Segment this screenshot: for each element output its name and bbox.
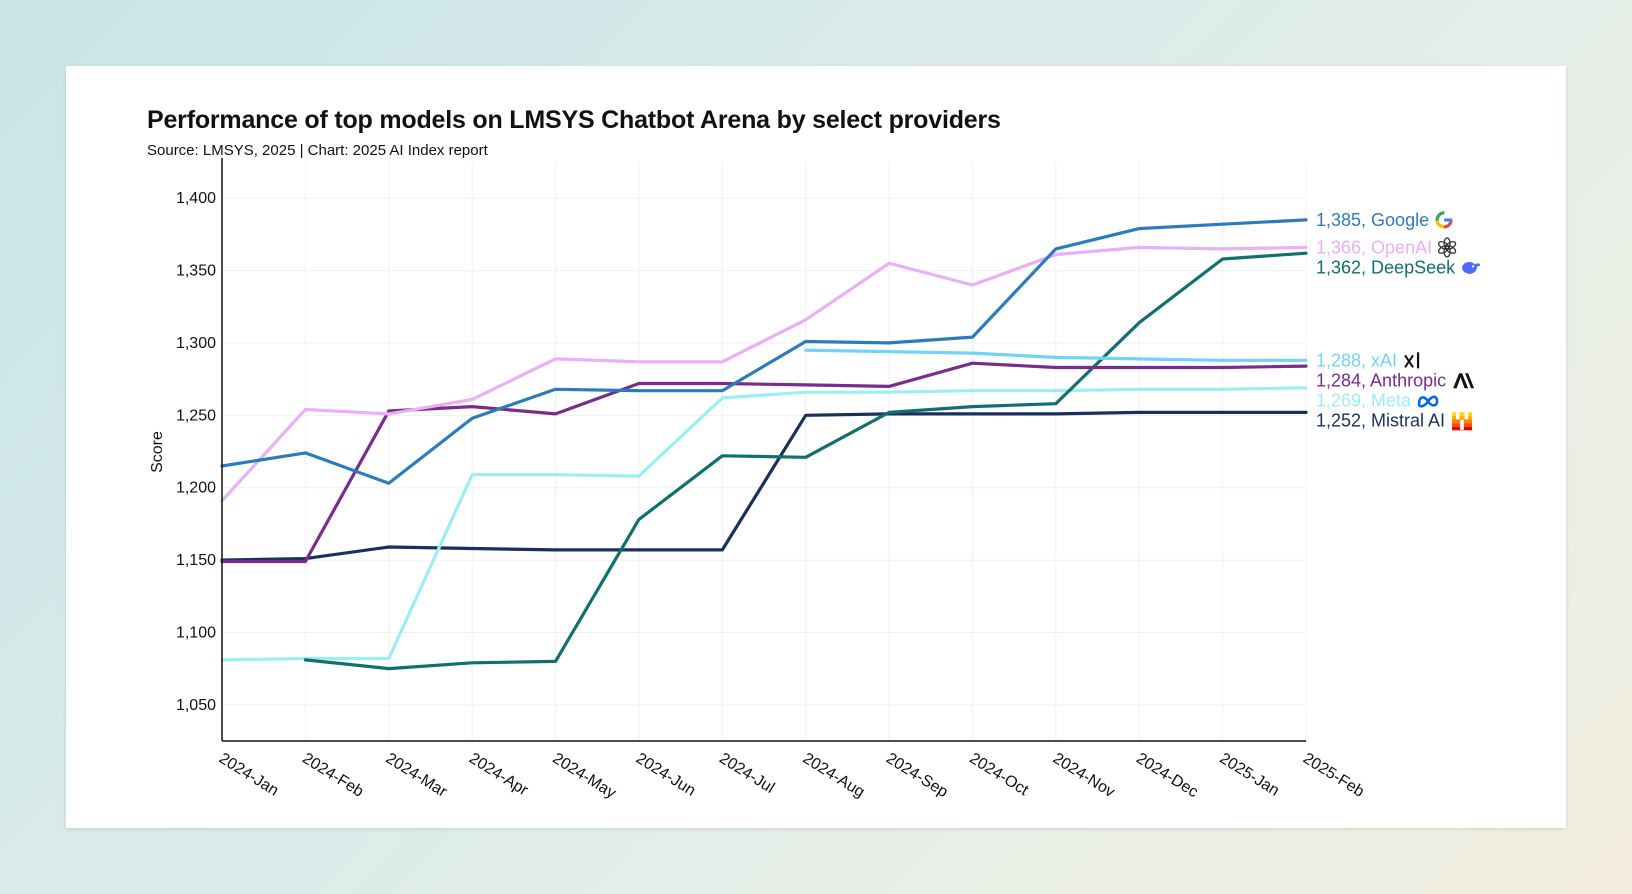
openai-icon: [1437, 237, 1457, 258]
x-tick-label: 2024-May: [549, 750, 618, 802]
x-tick-label: 2024-Feb: [299, 750, 366, 801]
x-tick-label: 2025-Jan: [1216, 750, 1282, 800]
x-tick-label: 2025-Feb: [1300, 750, 1367, 801]
x-tick-label: 2024-Jun: [633, 750, 699, 800]
axes: [221, 158, 1306, 742]
y-axis-label: Score: [149, 431, 166, 473]
grid: [221, 162, 1307, 741]
series-line-anthropic: [220, 361, 1308, 564]
y-tick-label: 1,200: [176, 480, 216, 497]
chart-title: Performance of top models on LMSYS Chatb…: [147, 106, 1001, 134]
end-label-mistral-ai: 1,252, Mistral AI: [1316, 410, 1445, 430]
mistral-icon: [1452, 412, 1473, 431]
y-tick-label: 1,350: [176, 263, 216, 280]
meta-icon: [1417, 395, 1439, 408]
x-tick-label: 2024-Dec: [1133, 750, 1201, 801]
series-line-openai: [220, 245, 1308, 503]
series-line-meta: [220, 386, 1308, 662]
end-label-openai: 1,366, OpenAI: [1316, 237, 1432, 257]
x-tick-label: 2024-Apr: [466, 750, 531, 800]
series-line-deepseek: [303, 251, 1308, 671]
series-line-mistral-ai: [220, 410, 1308, 562]
end-label-anthropic: 1,284, Anthropic: [1316, 370, 1446, 390]
series-line-xai: [804, 348, 1308, 362]
xai-icon: [1404, 352, 1420, 369]
end-label-deepseek: 1,362, DeepSeek: [1316, 257, 1456, 277]
y-tick-label: 1,100: [176, 624, 216, 641]
chart-card: Performance of top models on LMSYS Chatb…: [66, 66, 1566, 828]
anthropic-icon: [1453, 373, 1475, 389]
end-label-google: 1,385, Google: [1316, 210, 1429, 230]
chart-subtitle: Source: LMSYS, 2025 | Chart: 2025 AI Ind…: [147, 142, 488, 159]
x-tick-label: 2024-Mar: [383, 750, 451, 801]
series-lines: [220, 218, 1308, 671]
y-tick-label: 1,150: [176, 552, 216, 569]
y-tick-label: 1,050: [176, 697, 216, 714]
x-tick-label: 2024-Jan: [216, 750, 282, 800]
x-tick-label: 2024-Nov: [1050, 750, 1118, 801]
x-tick-label: 2024-Sep: [883, 750, 951, 801]
x-tick-label: 2024-Jul: [716, 750, 777, 797]
y-tick-label: 1,250: [176, 407, 216, 424]
deepseek-icon: [1462, 262, 1481, 274]
end-label-xai: 1,288, xAI: [1316, 350, 1397, 370]
x-tick-label: 2024-Aug: [800, 750, 868, 801]
y-tick-label: 1,300: [176, 335, 216, 352]
y-tick-label: 1,400: [176, 190, 216, 207]
end-label-meta: 1,269, Meta: [1316, 390, 1412, 410]
x-tick-label: 2024-Oct: [966, 750, 1031, 800]
google-icon: [1435, 211, 1453, 229]
series-line-google: [220, 218, 1308, 485]
x-tick-labels: 2024-Jan 2024-Feb 2024-Mar 2024-Apr 2024-May…: [216, 750, 1367, 802]
y-tick-labels: 1,050 1,100 1,150 1,200 1,250 1,300 1,350 1,400: [176, 190, 216, 714]
